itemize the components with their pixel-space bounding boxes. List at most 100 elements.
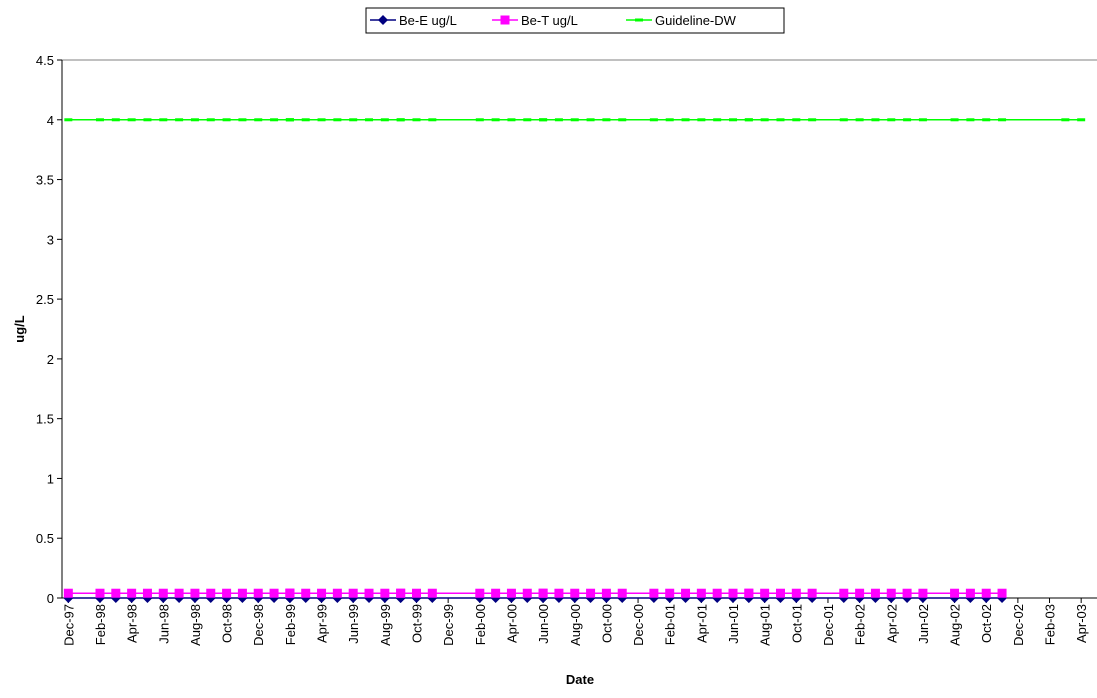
x-tick-label: Aug-00 [568, 604, 583, 646]
data-point [538, 588, 548, 598]
data-point [903, 118, 912, 122]
data-point [301, 118, 310, 122]
data-point [665, 588, 675, 598]
x-tick-label: Feb-99 [283, 604, 298, 645]
data-point [238, 118, 247, 122]
data-point [301, 588, 311, 598]
data-point [807, 588, 817, 598]
data-point [792, 118, 801, 122]
x-tick-label: Apr-00 [504, 604, 519, 643]
legend-box [365, 7, 785, 34]
data-point [174, 588, 184, 598]
data-point [696, 588, 706, 598]
legend-marker [500, 15, 510, 25]
data-point [681, 588, 691, 598]
data-point [791, 588, 801, 598]
x-tick-label: Aug-02 [948, 604, 963, 646]
data-point [64, 118, 73, 122]
data-point [95, 118, 104, 122]
data-point [871, 118, 880, 122]
data-point [206, 118, 215, 122]
data-point [253, 588, 263, 598]
data-point [206, 588, 216, 598]
x-tick-label: Feb-03 [1043, 604, 1058, 645]
data-point [317, 118, 326, 122]
data-point [966, 118, 975, 122]
data-point [522, 588, 532, 598]
data-point [317, 588, 327, 598]
data-point [222, 118, 231, 122]
data-point [918, 118, 927, 122]
data-point [111, 118, 120, 122]
y-tick-label: 1.5 [36, 412, 54, 427]
data-point [886, 588, 896, 598]
data-point [285, 118, 294, 122]
x-tick-label: Oct-01 [789, 604, 804, 643]
data-point [143, 118, 152, 122]
x-tick-label: Apr-98 [125, 604, 140, 643]
data-point [380, 588, 390, 598]
data-point [649, 588, 659, 598]
data-point [1061, 118, 1070, 122]
data-point [918, 588, 928, 598]
data-point [269, 588, 279, 598]
data-point [950, 588, 960, 598]
y-tick-label: 4 [47, 113, 54, 128]
data-point [63, 588, 73, 598]
data-point [965, 588, 975, 598]
data-point [601, 588, 611, 598]
x-tick-label: Aug-99 [378, 604, 393, 646]
y-tick-label: 3.5 [36, 173, 54, 188]
data-point [570, 588, 580, 598]
data-point [365, 118, 374, 122]
data-point [839, 588, 849, 598]
data-point [190, 588, 200, 598]
data-point [665, 118, 674, 122]
data-point [475, 118, 484, 122]
y-tick-label: 2.5 [36, 292, 54, 307]
data-point [158, 588, 168, 598]
data-point [728, 588, 738, 598]
data-point [175, 118, 184, 122]
legend-marker [378, 15, 388, 25]
x-tick-label: Jun-01 [726, 604, 741, 644]
data-point [602, 118, 611, 122]
data-point [617, 588, 627, 598]
data-point [254, 118, 263, 122]
x-tick-label: Dec-99 [441, 604, 456, 646]
data-point [998, 118, 1007, 122]
data-point [364, 588, 374, 598]
data-point [649, 118, 658, 122]
data-point [333, 118, 342, 122]
data-point [997, 588, 1007, 598]
x-tick-label: Dec-00 [631, 604, 646, 646]
data-point [681, 118, 690, 122]
x-tick-label: Oct-00 [599, 604, 614, 643]
data-point [127, 118, 136, 122]
data-point [349, 118, 358, 122]
data-point [237, 588, 247, 598]
data-point [380, 118, 389, 122]
data-point [586, 588, 596, 598]
x-tick-label: Feb-02 [853, 604, 868, 645]
data-point [950, 118, 959, 122]
x-tick-label: Aug-01 [758, 604, 773, 646]
data-point [729, 118, 738, 122]
data-point [760, 118, 769, 122]
data-point [712, 588, 722, 598]
data-point [713, 118, 722, 122]
data-point [396, 588, 406, 598]
x-tick-label: Dec-02 [1011, 604, 1026, 646]
data-point [142, 588, 152, 598]
data-point [887, 118, 896, 122]
data-point [870, 588, 880, 598]
data-point [523, 118, 532, 122]
x-tick-label: Jun-02 [916, 604, 931, 644]
data-point [776, 118, 785, 122]
data-point [222, 588, 232, 598]
data-point [411, 588, 421, 598]
data-point [539, 118, 548, 122]
data-point [808, 118, 817, 122]
data-point [839, 118, 848, 122]
